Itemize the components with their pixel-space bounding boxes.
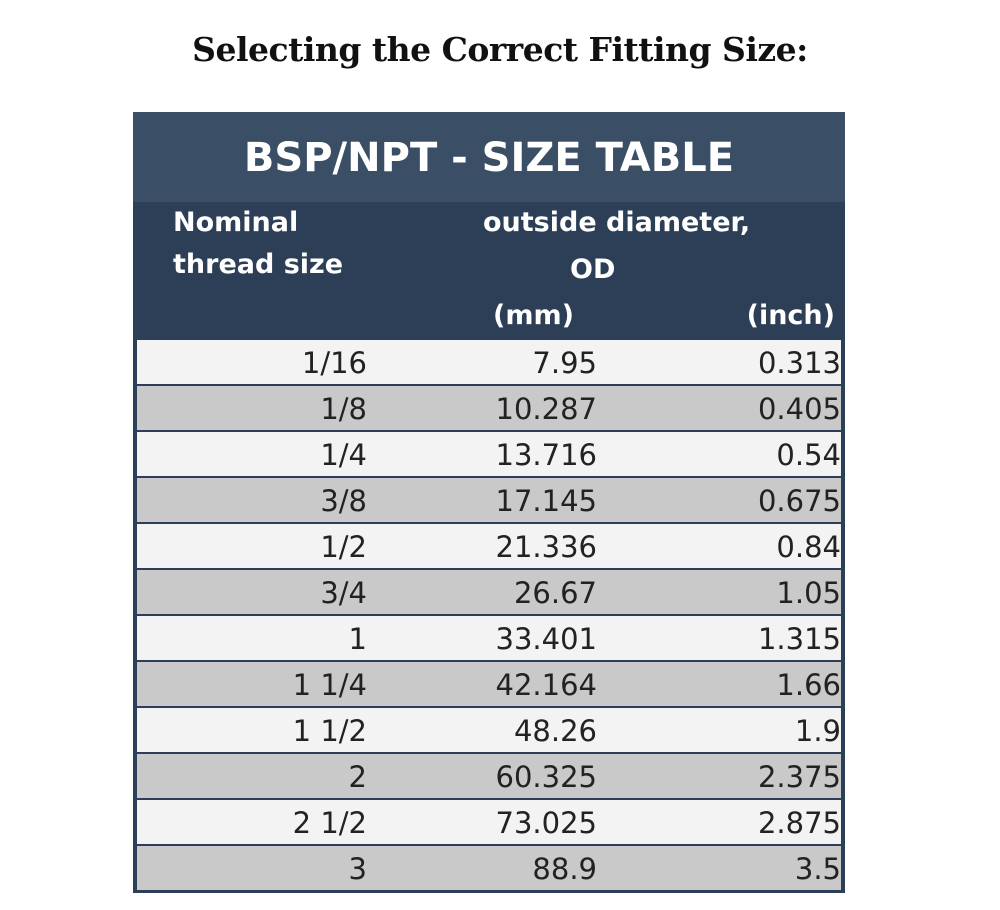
page-title: Selecting the Correct Fitting Size:	[192, 30, 808, 69]
table-row: 3/8 17.145 0.675	[137, 478, 841, 522]
table-row: 1 1/2 48.26 1.9	[137, 708, 841, 752]
cell-size: 1	[348, 622, 367, 656]
table-row: 2 1/2 73.025 2.875	[137, 800, 841, 844]
cell-mm: 33.401	[495, 622, 597, 656]
table-row: 1/4 13.716 0.54	[137, 432, 841, 476]
cell-size: 1/8	[320, 392, 367, 426]
cell-size: 1/2	[320, 530, 367, 564]
cell-inch: 1.315	[757, 622, 841, 656]
cell-size: 3	[348, 852, 367, 886]
cell-mm: 21.336	[495, 530, 597, 564]
table-row: 2 60.325 2.375	[137, 754, 841, 798]
cell-mm: 60.325	[495, 760, 597, 794]
cell-mm: 10.287	[495, 392, 597, 426]
cell-inch: 0.313	[757, 346, 841, 380]
table-title: BSP/NPT - SIZE TABLE	[133, 112, 845, 202]
cell-size: 2	[348, 760, 367, 794]
cell-inch: 1.9	[794, 714, 841, 748]
cell-mm: 7.95	[532, 346, 597, 380]
table-row: 1/2 21.336 0.84	[137, 524, 841, 568]
cell-mm: 26.67	[513, 576, 597, 610]
cell-size: 3/8	[320, 484, 367, 518]
header-inch: (inch)	[746, 300, 835, 331]
size-table: BSP/NPT - SIZE TABLE Nominal thread size…	[133, 112, 845, 893]
cell-inch: 1.66	[776, 668, 841, 702]
cell-size: 3/4	[320, 576, 367, 610]
cell-size: 1/16	[301, 346, 367, 380]
table-row: 3/4 26.67 1.05	[137, 570, 841, 614]
header-od-line1: outside diameter,	[483, 207, 751, 238]
cell-inch: 1.05	[776, 576, 841, 610]
cell-inch: 0.405	[757, 392, 841, 426]
table-row: 1 1/4 42.164 1.66	[137, 662, 841, 706]
table-row: 1/8 10.287 0.405	[137, 386, 841, 430]
header-nominal-line1: Nominal	[173, 207, 299, 238]
table-body: 1/16 7.95 0.313 1/8 10.287 0.405 1/4 13.716 0.54…	[137, 340, 841, 892]
cell-mm: 88.9	[532, 852, 597, 886]
cell-inch: 3.5	[794, 852, 841, 886]
cell-inch: 0.54	[776, 438, 841, 472]
cell-size: 2 1/2	[292, 806, 367, 840]
cell-inch: 0.84	[776, 530, 841, 564]
table-row: 1 33.401 1.315	[137, 616, 841, 660]
cell-inch: 0.675	[757, 484, 841, 518]
header-od-line2: OD	[570, 254, 616, 285]
cell-inch: 2.375	[757, 760, 841, 794]
cell-mm: 17.145	[495, 484, 597, 518]
cell-mm: 13.716	[495, 438, 597, 472]
cell-mm: 48.26	[513, 714, 597, 748]
table-row: 3 88.9 3.5	[137, 846, 841, 890]
cell-size: 1 1/2	[292, 714, 367, 748]
cell-mm: 73.025	[495, 806, 597, 840]
cell-size: 1 1/4	[292, 668, 367, 702]
header-nominal-line2: thread size	[173, 249, 344, 280]
table-row: 1/16 7.95 0.313	[137, 340, 841, 384]
cell-mm: 42.164	[495, 668, 597, 702]
cell-size: 1/4	[320, 438, 367, 472]
cell-inch: 2.875	[757, 806, 841, 840]
header-mm: (mm)	[493, 300, 574, 331]
